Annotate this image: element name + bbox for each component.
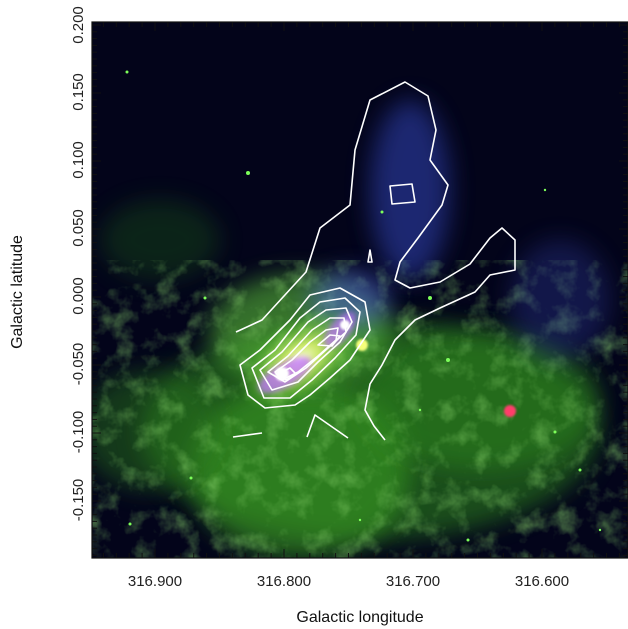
blue-emission xyxy=(310,100,610,360)
y-tick-labels: 0.200 0.150 0.100 0.050 0.000 -0.050 -0.… xyxy=(70,6,87,521)
x-tick-label: 316.800 xyxy=(257,573,311,590)
y-tick-label: 0.100 xyxy=(70,141,87,179)
contour-level-3 xyxy=(251,297,361,399)
red-point-source xyxy=(504,405,516,417)
y-tick-label: -0.050 xyxy=(70,343,87,386)
x-axis-title: Galactic longitude xyxy=(296,609,423,626)
x-tick-label: 316.700 xyxy=(386,573,440,590)
contour-level-4 xyxy=(259,307,353,391)
y-tick-label: -0.100 xyxy=(70,411,87,454)
contour-level-6 xyxy=(274,327,339,381)
contour-level-2 xyxy=(239,287,371,409)
contour-level-7 xyxy=(317,334,341,347)
x-tick-label: 316.600 xyxy=(515,573,569,590)
x-tick-labels: 316.900 316.800 316.700 316.600 xyxy=(128,573,569,590)
contour-lines xyxy=(232,81,516,441)
y-tick-label: 0.000 xyxy=(70,277,87,315)
contour-level-8 xyxy=(277,367,297,381)
axis-ticks xyxy=(92,22,628,558)
y-tick-label: -0.150 xyxy=(70,479,87,522)
contour-lower-left xyxy=(232,432,263,438)
contour-lower-mid xyxy=(306,414,349,439)
contour-outer xyxy=(235,81,516,441)
y-axis-title: Galactic latitude xyxy=(9,235,26,349)
sky-image xyxy=(92,22,628,558)
y-tick-label: 0.150 xyxy=(70,73,87,111)
contour-small-loop xyxy=(389,183,416,205)
x-tick-label: 316.900 xyxy=(128,573,182,590)
y-tick-label: 0.050 xyxy=(70,209,87,247)
star-field xyxy=(125,70,602,542)
y-tick-label: 0.200 xyxy=(70,6,87,44)
contour-tiny xyxy=(367,249,373,263)
